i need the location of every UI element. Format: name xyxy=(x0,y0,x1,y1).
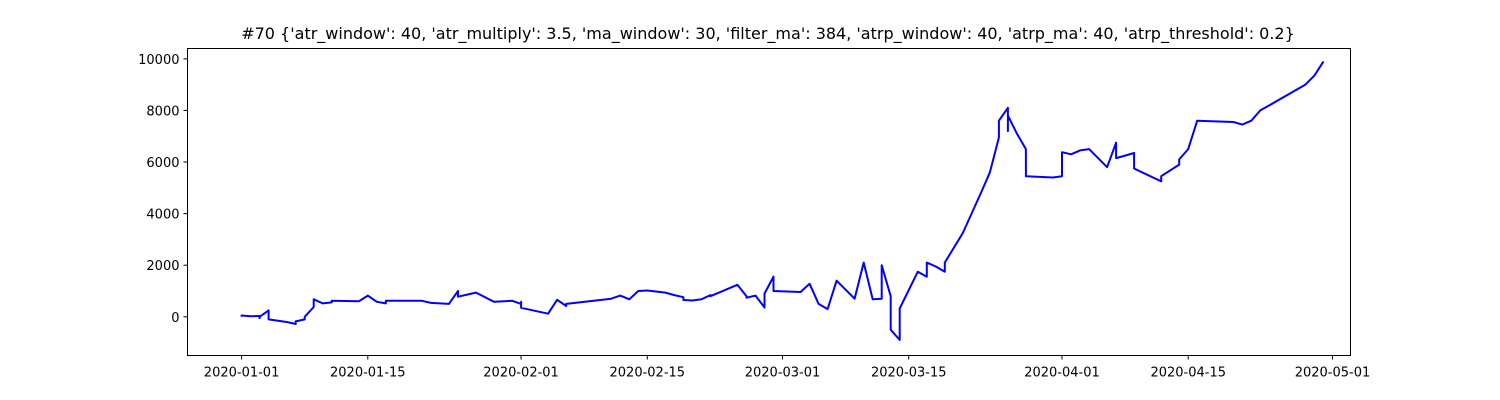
x-tick-label: 2020-03-15 xyxy=(871,366,947,381)
x-tick-label: 2020-05-01 xyxy=(1295,366,1371,381)
y-tick-label: 2000 xyxy=(146,259,179,274)
plot-area: 2020-01-01 2020-01-15 2020-02-01 2020-02-15… xyxy=(138,53,1370,381)
y-tick-label: 4000 xyxy=(146,208,179,223)
y-tick-label: 8000 xyxy=(146,104,179,119)
chart-title: #70 {'atr_window': 40, 'atr_multiply': 3… xyxy=(241,24,1295,44)
y-tick-label: 0 xyxy=(171,311,179,326)
x-tick-label: 2020-02-15 xyxy=(610,366,686,381)
y-tick-label: 10000 xyxy=(138,53,179,68)
x-tick-label: 2020-04-01 xyxy=(1024,366,1100,381)
x-tick-label: 2020-03-01 xyxy=(745,366,821,381)
y-tick-label: 6000 xyxy=(146,156,179,171)
series-line xyxy=(240,60,1325,341)
x-tick-label: 2020-02-01 xyxy=(483,366,559,381)
x-tick-label: 2020-01-15 xyxy=(330,366,406,381)
x-tick-label: 2020-01-01 xyxy=(204,366,280,381)
axes-frame xyxy=(187,48,1351,356)
x-tick-label: 2020-04-15 xyxy=(1150,366,1226,381)
